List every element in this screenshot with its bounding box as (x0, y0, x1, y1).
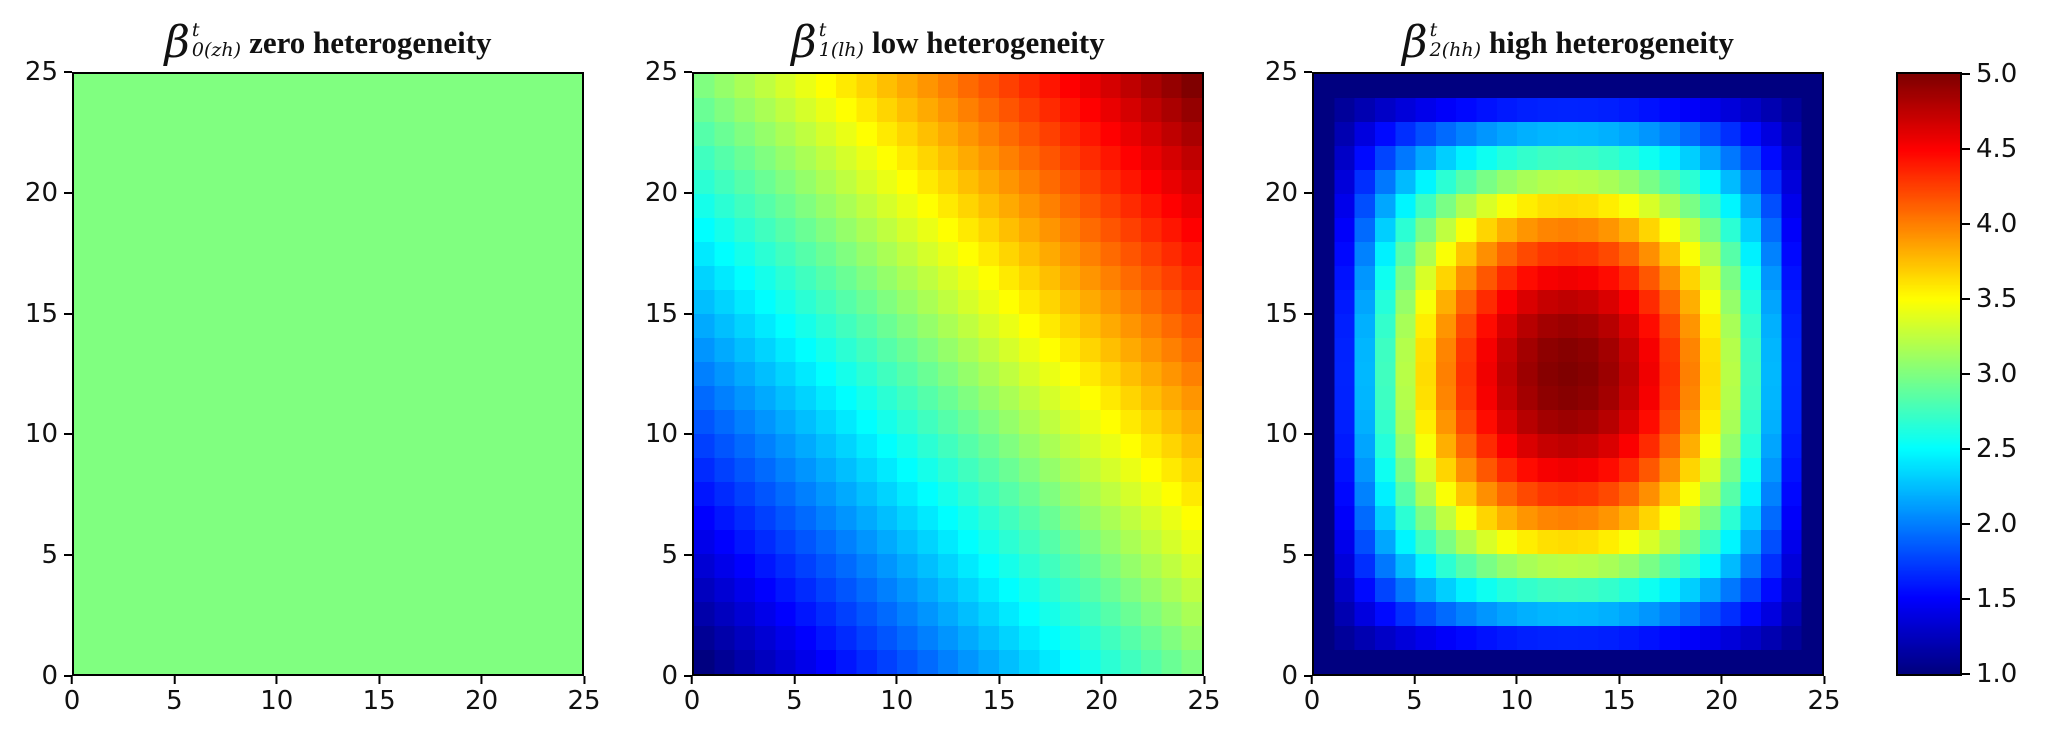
y-axis-low: 0 5 10 15 20 25 (640, 59, 692, 689)
y-tick-label: 10 (24, 419, 58, 450)
colorbar-tick-label: 3.0 (1976, 359, 2018, 389)
plot-title-zero: β t 0(zh) zero heterogeneity (72, 14, 584, 72)
x-tick-label: 20 (1085, 686, 1119, 716)
colorbar-tick-label: 4.5 (1976, 134, 2018, 164)
colorbar-wrap: 5.0 4.5 4.0 3.5 3.0 2.5 2.0 1.5 1.0 (1896, 61, 2017, 687)
beta-subscript: 1(lh) (818, 39, 864, 61)
x-tick-label: 5 (786, 686, 803, 716)
plot-area: 0 5 10 15 20 25 (684, 72, 1221, 720)
beta-superscript: t (191, 19, 200, 42)
y-tick-label: 0 (1281, 661, 1298, 691)
beta-subscript: 0(zh) (191, 39, 242, 61)
x-tick-label: 20 (465, 686, 499, 716)
y-tick-label: 15 (24, 298, 58, 329)
heatmap-panel-zero: β t 0(zh) zero heterogeneity 0 5 10 15 20 25 … (20, 14, 601, 720)
x-tick-label: 0 (683, 686, 701, 716)
x-axis-high: 0 5 10 15 20 25 (1304, 676, 1841, 720)
heatmap-panel-high: β t 2(hh) high heterogeneity 0 5 10 15 20 25 … (1260, 14, 1841, 720)
plot-area: 0 5 10 15 20 25 (64, 72, 601, 720)
y-tick-label: 10 (1264, 419, 1298, 450)
x-axis-zero: 0 5 10 15 20 25 (64, 676, 601, 720)
y-axis-high: 0 5 10 15 20 25 (1260, 59, 1312, 689)
plot-title-text: zero heterogeneity (249, 25, 492, 60)
x-tick-label: 5 (1406, 686, 1423, 716)
y-tick-label: 15 (1264, 298, 1298, 329)
x-tick-label: 10 (880, 686, 914, 716)
plot-title-text: low heterogeneity (871, 25, 1105, 60)
y-tick-label: 20 (644, 177, 678, 208)
x-tick-label: 25 (1187, 686, 1221, 716)
beta-superscript: t (1429, 19, 1438, 42)
y-axis-zero: 0 5 10 15 20 25 (20, 59, 72, 689)
colorbar-tick-label: 1.5 (1976, 584, 2018, 614)
x-tick-label: 20 (1705, 686, 1739, 716)
colorbar-gradient (1896, 72, 1962, 676)
x-tick-label: 25 (567, 686, 601, 716)
colorbar-tick-label: 2.0 (1976, 509, 2018, 539)
x-tick-label: 0 (1303, 686, 1321, 716)
colorbar: 5.0 4.5 4.0 3.5 3.0 2.5 2.0 1.5 1.0 (1896, 14, 2017, 687)
colorbar-tick-label: 2.5 (1976, 434, 2018, 464)
plot-title-low: β t 1(lh) low heterogeneity (692, 14, 1204, 72)
colorbar-tick-label: 5.0 (1976, 59, 2018, 89)
plot-row: 0 5 10 15 20 25 0 5 10 15 20 25 (1260, 59, 1841, 720)
x-tick-label: 0 (63, 686, 81, 716)
y-tick-label: 5 (41, 540, 58, 571)
y-tick-label: 5 (661, 540, 678, 571)
colorbar-tick-labels: 5.0 4.5 4.0 3.5 3.0 2.5 2.0 1.5 1.0 (1962, 61, 2032, 687)
x-tick-label: 5 (166, 686, 183, 716)
x-tick-label: 15 (1602, 686, 1636, 716)
y-tick-label: 0 (661, 661, 678, 691)
colorbar-tick-label: 4.0 (1976, 209, 2018, 239)
colorbar-tick-label: 1.0 (1976, 659, 2018, 689)
heatmap-low-canvas (692, 72, 1204, 676)
plot-title-text: high heterogeneity (1489, 25, 1734, 60)
x-axis-low: 0 5 10 15 20 25 (684, 676, 1221, 720)
y-tick-label: 25 (1264, 57, 1298, 87)
y-tick-label: 15 (644, 298, 678, 329)
heatmap-panel-low: β t 1(lh) low heterogeneity 0 5 10 15 20 25 0… (640, 14, 1221, 720)
heatmap-high-canvas (1312, 72, 1824, 676)
x-tick-label: 10 (260, 686, 294, 716)
beta-symbol: β (791, 17, 817, 68)
beta-superscript: t (818, 19, 827, 42)
beta-supsub: t 2(hh) (1429, 19, 1481, 61)
heatmap-zero-canvas (72, 72, 584, 676)
beta-subscript: 2(hh) (1429, 39, 1481, 61)
beta-supsub: t 1(lh) (818, 19, 864, 61)
y-tick-label: 0 (41, 661, 58, 691)
y-tick-label: 25 (24, 57, 58, 87)
y-tick-label: 5 (1281, 540, 1298, 571)
y-tick-label: 20 (1264, 177, 1298, 208)
plot-row: 0 5 10 15 20 25 0 5 10 15 20 25 (20, 59, 601, 720)
y-tick-label: 20 (24, 177, 58, 208)
y-tick-label: 10 (644, 419, 678, 450)
x-tick-label: 15 (982, 686, 1016, 716)
plot-title-high: β t 2(hh) high heterogeneity (1312, 14, 1824, 72)
x-tick-label: 10 (1500, 686, 1534, 716)
beta-supsub: t 0(zh) (191, 19, 242, 61)
beta-symbol: β (164, 17, 190, 68)
x-tick-label: 15 (362, 686, 396, 716)
colorbar-tick-label: 3.5 (1976, 284, 2018, 314)
beta-symbol: β (1402, 17, 1428, 68)
plot-row: 0 5 10 15 20 25 0 5 10 15 20 25 (640, 59, 1221, 720)
figure: β t 0(zh) zero heterogeneity 0 5 10 15 20 25 … (0, 0, 2067, 720)
x-tick-label: 25 (1807, 686, 1841, 716)
plot-area: 0 5 10 15 20 25 (1304, 72, 1841, 720)
y-tick-label: 25 (644, 57, 678, 87)
